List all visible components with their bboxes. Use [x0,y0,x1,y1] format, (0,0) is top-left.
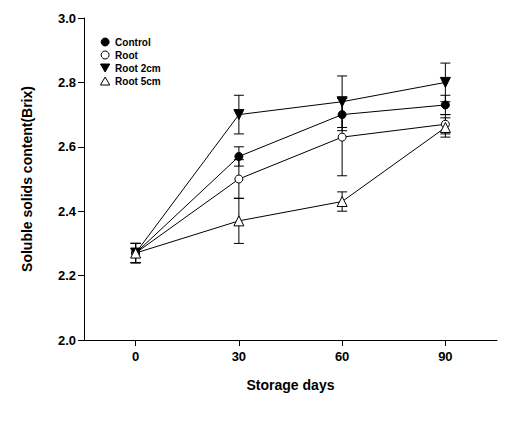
svg-text:Root 5cm: Root 5cm [115,76,161,87]
svg-text:2.4: 2.4 [58,204,77,219]
svg-text:90: 90 [438,349,452,364]
svg-text:Storage days: Storage days [247,377,335,393]
svg-text:3.0: 3.0 [58,11,76,26]
svg-text:Root: Root [115,50,138,61]
svg-text:30: 30 [232,349,246,364]
svg-text:Soluble solids content(Brix): Soluble solids content(Brix) [19,86,35,272]
svg-text:2.6: 2.6 [58,139,76,154]
svg-text:2.2: 2.2 [58,268,76,283]
svg-text:Control: Control [115,37,151,48]
svg-text:60: 60 [335,349,349,364]
svg-text:2.0: 2.0 [58,333,76,348]
svg-text:2.8: 2.8 [58,75,76,90]
svg-text:Root 2cm: Root 2cm [115,63,161,74]
svg-text:0: 0 [132,349,139,364]
